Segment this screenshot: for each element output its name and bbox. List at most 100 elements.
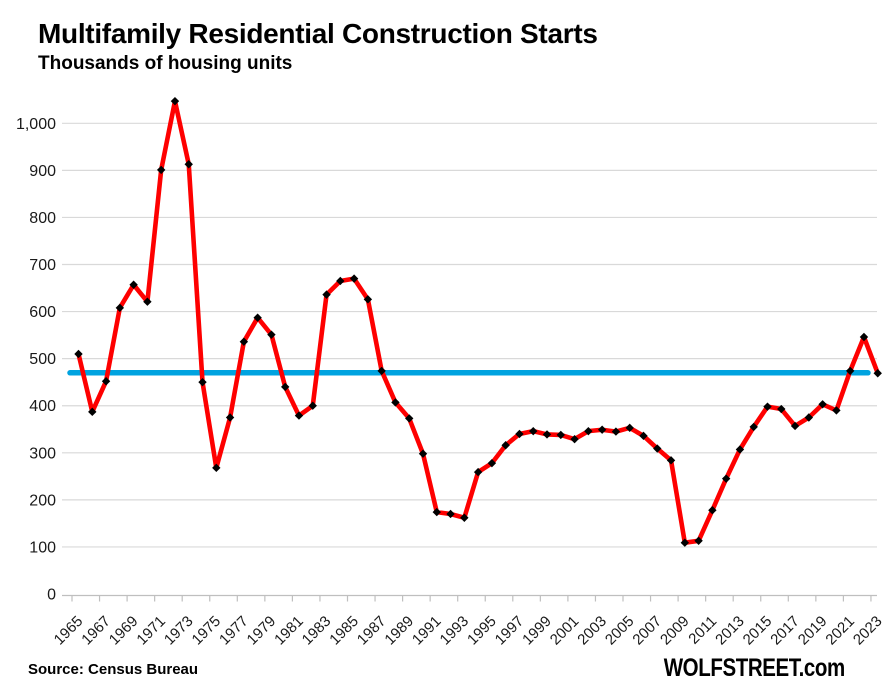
series-line	[76, 98, 881, 545]
data-point-marker	[184, 160, 193, 169]
x-axis-tick-label: 1965	[51, 613, 87, 649]
y-axis-tick-label: 0	[47, 587, 56, 604]
data-point-marker	[708, 506, 717, 515]
data-point-marker	[611, 427, 621, 436]
data-point-marker	[156, 165, 166, 175]
data-point-marker	[777, 404, 786, 414]
data-point-marker	[584, 426, 593, 436]
x-axis-tick-label: 1977	[216, 613, 252, 649]
data-point-marker	[74, 349, 83, 359]
data-point-marker	[115, 303, 125, 313]
y-axis-tick-label: 300	[29, 445, 56, 462]
brand-watermark: WOLFSTREET.com	[663, 654, 845, 682]
data-point-marker	[845, 366, 855, 376]
data-point-marker	[129, 280, 138, 289]
data-point-marker	[653, 444, 662, 453]
data-point-marker	[363, 295, 373, 304]
data-point-marker	[790, 421, 800, 431]
data-point-marker	[198, 377, 207, 387]
y-axis-tick-label: 900	[29, 163, 56, 180]
data-point-marker	[639, 431, 648, 441]
data-point-marker	[832, 406, 841, 415]
y-axis-tick-label: 200	[29, 492, 56, 509]
data-point-marker	[460, 513, 469, 522]
data-point-marker	[721, 474, 731, 483]
x-axis-tick-label: 2007	[629, 613, 665, 649]
data-point-marker	[859, 332, 869, 342]
data-point-marker	[253, 313, 262, 322]
data-point-marker	[597, 425, 607, 434]
data-point-marker	[294, 411, 304, 420]
data-point-marker	[873, 369, 882, 378]
x-axis-tick-label: 2009	[657, 613, 693, 649]
data-point-marker	[749, 422, 758, 432]
data-point-marker	[322, 290, 331, 299]
data-point-marker	[267, 330, 276, 339]
data-point-marker	[487, 458, 497, 468]
y-axis-tick-label: 400	[29, 398, 56, 415]
x-axis-tick-label: 1967	[78, 613, 114, 649]
y-axis-tick-label: 700	[29, 257, 56, 274]
data-point-marker	[349, 274, 359, 283]
x-axis-tick-label: 2019	[795, 613, 831, 649]
data-point-marker	[818, 400, 827, 409]
x-axis-tick-label: 2013	[712, 613, 748, 649]
data-point-marker	[308, 401, 317, 410]
data-point-marker	[570, 434, 579, 444]
y-axis-tick-label: 600	[29, 304, 56, 321]
y-axis-tick-label: 100	[29, 539, 56, 556]
data-point-marker	[143, 297, 152, 306]
data-point-marker	[625, 423, 634, 433]
data-point-marker	[680, 538, 690, 547]
data-point-marker	[170, 96, 180, 106]
x-axis-tick-label: 1989	[381, 613, 417, 649]
data-point-marker	[666, 456, 676, 465]
x-axis-tick-label: 2017	[767, 613, 803, 649]
data-point-marker	[763, 402, 772, 411]
data-point-marker	[529, 426, 538, 436]
x-axis-tick-label: 1997	[492, 613, 528, 649]
data-point-marker	[515, 429, 524, 439]
x-axis-tick-label: 1975	[189, 613, 225, 649]
x-axis-tick-label: 2011	[685, 613, 720, 648]
data-point-marker	[735, 445, 745, 454]
data-point-marker	[281, 382, 290, 392]
chart-title: Multifamily Residential Construction Sta…	[38, 18, 598, 49]
x-axis-tick-label: 1999	[519, 613, 555, 649]
x-axis-tick-label: 1985	[326, 613, 362, 649]
x-axis-tick-label: 1971	[133, 613, 169, 649]
data-point-marker	[225, 413, 235, 422]
data-point-marker	[473, 467, 483, 477]
data-point-marker	[432, 507, 441, 517]
x-axis-tick-label: 2001	[547, 613, 583, 649]
x-axis-tick-label: 1987	[354, 613, 390, 649]
x-axis-tick-label: 1995	[464, 613, 500, 649]
source-note: Source: Census Bureau	[28, 661, 199, 678]
y-axis-tick-label: 500	[29, 351, 56, 368]
y-axis-tick-label: 1,000	[16, 116, 56, 133]
x-axis-tick-label: 2003	[574, 613, 610, 649]
x-axis-tick-label: 2005	[602, 613, 638, 649]
data-point-marker	[556, 430, 565, 440]
data-point-marker	[239, 337, 249, 346]
x-axis-tick-label: 1991	[409, 613, 445, 649]
x-axis-tick-label: 2023	[850, 613, 886, 649]
x-axis-tick-label: 1993	[437, 613, 473, 649]
x-axis-tick-label: 2015	[740, 613, 776, 649]
x-axis-tick-label: 1969	[106, 613, 142, 649]
data-point-marker	[446, 509, 455, 519]
data-point-marker	[88, 407, 97, 417]
x-axis-tick-label: 1983	[299, 613, 335, 649]
data-point-marker	[542, 430, 552, 439]
data-point-marker	[418, 449, 428, 458]
x-axis-tick-label: 2021	[822, 613, 858, 649]
chart-subtitle: Thousands of housing units	[38, 53, 293, 74]
x-axis-tick-label: 1979	[244, 613, 280, 649]
data-point-marker	[391, 398, 400, 407]
data-point-marker	[101, 377, 111, 386]
data-point-marker	[804, 413, 814, 422]
data-point-marker	[377, 366, 386, 376]
data-point-marker	[405, 414, 414, 423]
